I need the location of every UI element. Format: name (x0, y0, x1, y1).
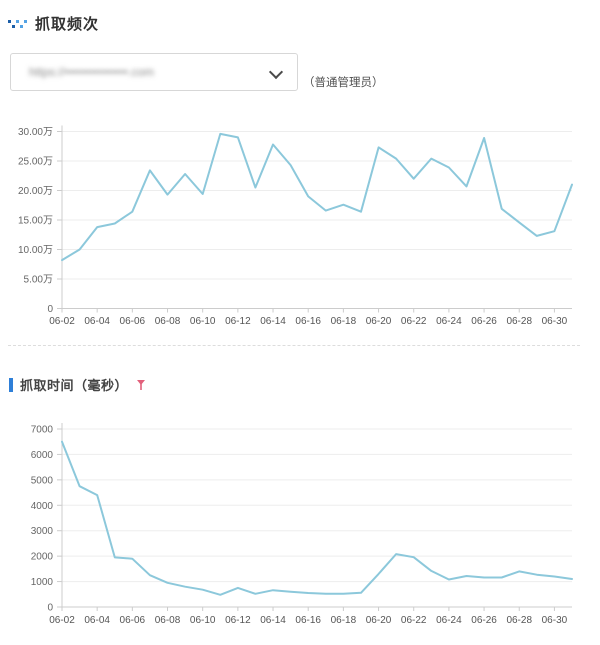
page-header: 抓取频次 (8, 13, 99, 34)
crawl-frequency-chart: 0 5.00万 10.00万 15.00万 20.00万 25.00万 30.00万 06-0… (18, 125, 573, 327)
x-axis-label: 06-14 (260, 615, 286, 626)
y-axis-label: 0 (47, 304, 53, 315)
y-axis-label: 6000 (31, 450, 54, 461)
x-axis-label: 06-20 (366, 316, 392, 327)
x-axis-label: 06-28 (506, 615, 532, 626)
x-axis-label: 06-16 (295, 615, 321, 626)
y-axis-label: 30.00万 (18, 127, 53, 138)
y-axis-label: 2000 (31, 552, 54, 563)
x-axis-label: 06-02 (49, 316, 75, 327)
x-axis-label: 06-26 (471, 316, 497, 327)
crawl-time-chart: 0 1000 2000 3000 4000 5000 6000 7000 06-02 06-04 0… (31, 423, 573, 626)
x-axis-label: 06-16 (295, 316, 321, 327)
x-axis-label: 06-06 (120, 615, 146, 626)
x-axis-label: 06-06 (120, 316, 146, 327)
x-axis-label: 06-02 (49, 615, 75, 626)
y-axis-label: 25.00万 (18, 157, 53, 168)
site-dropdown-value: https://•••••••••••••••.com (29, 65, 155, 79)
series-line (61, 132, 573, 262)
x-axis-label: 06-18 (331, 615, 357, 626)
x-axis-label: 06-04 (84, 316, 110, 327)
section-bar-icon (9, 377, 13, 392)
crawl-time-title: 抓取时间（毫秒） (20, 378, 129, 393)
y-axis-label: 7000 (31, 425, 54, 436)
crawl-zigzag-icon (8, 19, 27, 28)
x-axis-label: 06-14 (260, 316, 286, 327)
section-separator (8, 345, 580, 346)
y-axis-label: 5000 (31, 475, 54, 486)
crawl-time-header: 抓取时间（毫秒） (9, 375, 146, 394)
red-down-arrow-icon (137, 380, 146, 390)
y-axis-label: 10.00万 (18, 245, 53, 256)
x-axis-label: 06-10 (190, 615, 216, 626)
x-axis-label: 06-08 (155, 316, 181, 327)
x-axis-label: 06-24 (436, 615, 462, 626)
y-axis-label: 1000 (31, 577, 54, 588)
y-axis-label: 4000 (31, 501, 54, 512)
x-axis-label: 06-24 (436, 316, 462, 327)
chevron-down-icon (268, 64, 284, 80)
x-axis-label: 06-18 (331, 316, 357, 327)
y-axis-label: 20.00万 (18, 186, 53, 197)
y-axis-label: 5.00万 (24, 275, 53, 286)
x-axis-label: 06-12 (225, 615, 251, 626)
x-axis-label: 06-10 (190, 316, 216, 327)
y-axis-label: 15.00万 (18, 216, 53, 227)
x-axis-label: 06-30 (542, 615, 568, 626)
x-axis-label: 06-20 (366, 615, 392, 626)
x-axis-label: 06-22 (401, 316, 427, 327)
x-axis-label: 06-12 (225, 316, 251, 327)
x-axis-label: 06-28 (506, 316, 532, 327)
site-dropdown[interactable]: https://•••••••••••••••.com (10, 53, 298, 91)
page-title: 抓取频次 (35, 16, 100, 33)
admin-role-label: （普通管理员） (303, 77, 384, 89)
x-axis-label: 06-30 (542, 316, 568, 327)
x-axis-label: 06-22 (401, 615, 427, 626)
series-line (61, 440, 573, 596)
y-axis-label: 0 (47, 603, 53, 614)
x-axis-label: 06-08 (155, 615, 181, 626)
x-axis-label: 06-26 (471, 615, 497, 626)
y-axis-label: 3000 (31, 526, 54, 537)
x-axis-label: 06-04 (84, 615, 110, 626)
